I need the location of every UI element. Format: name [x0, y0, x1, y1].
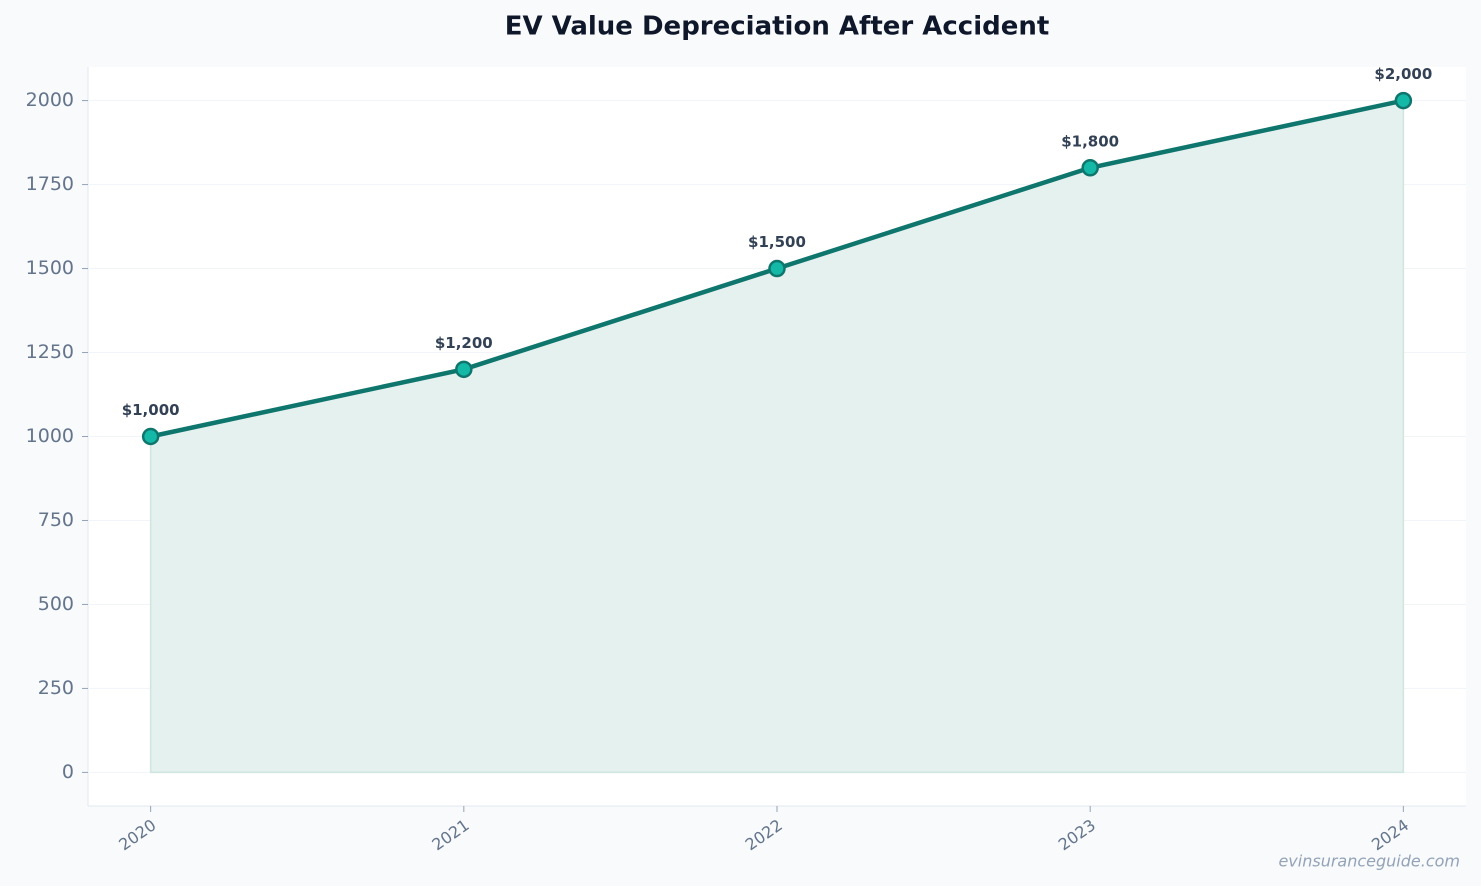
point: [1081, 159, 1099, 177]
point: [768, 259, 786, 278]
y-tick-label: 2000: [26, 89, 74, 111]
y-tick-label: 1500: [26, 257, 74, 279]
point: [141, 427, 160, 446]
y-tick-label: 750: [38, 509, 74, 531]
y-tick-label: 0: [62, 761, 74, 783]
value-label: $2,000: [1374, 65, 1432, 83]
chart-title: EV Value Depreciation After Accident: [505, 12, 1050, 42]
y-tick-label: 1250: [26, 341, 74, 363]
value-label: $1,200: [435, 334, 493, 352]
y-tick-label: 1000: [26, 425, 74, 447]
y-tick-label: 250: [38, 677, 74, 699]
point: [455, 360, 473, 379]
value-label: $1,500: [748, 233, 806, 251]
point: [1394, 91, 1413, 110]
y-tick-label: 500: [38, 593, 74, 615]
value-label: $1,000: [122, 401, 180, 419]
y-tick-label: 1750: [26, 173, 74, 195]
value-label: $1,800: [1061, 132, 1119, 150]
watermark: evinsuranceguide.com: [1278, 852, 1460, 871]
